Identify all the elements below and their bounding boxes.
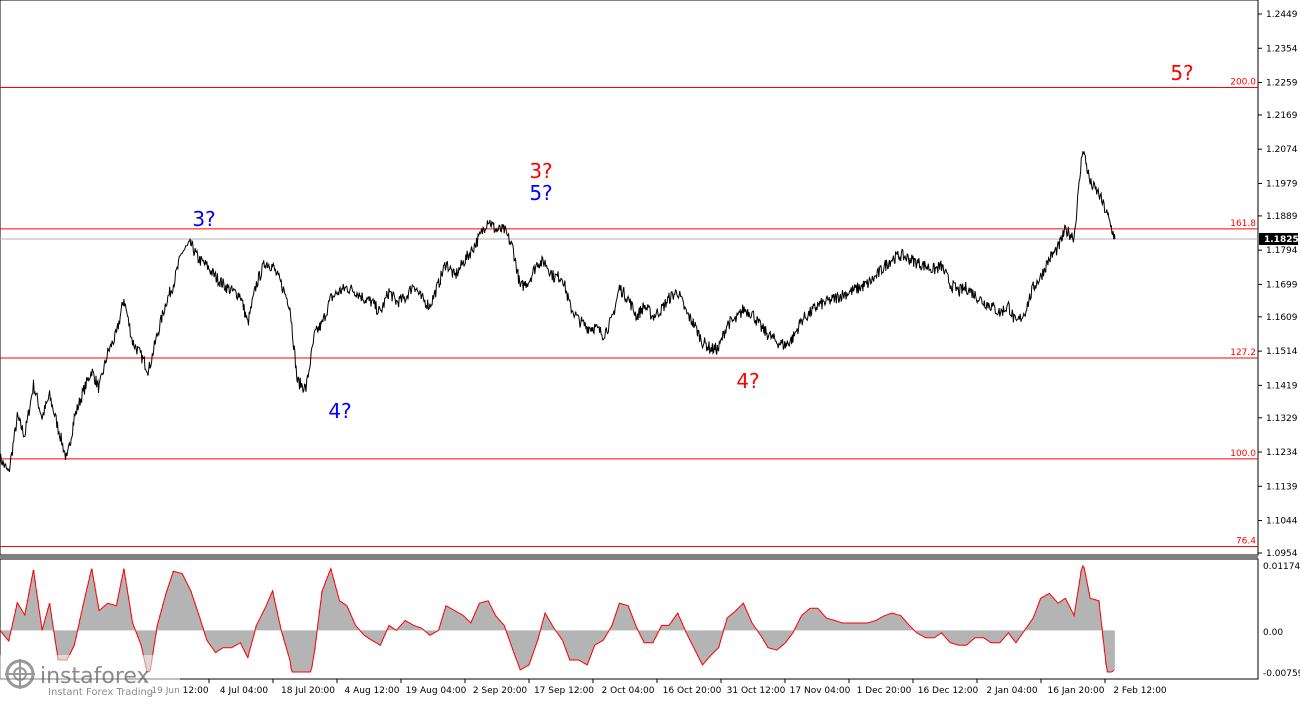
logo-wordmark: instaforex — [40, 664, 150, 689]
price-tick-label: 1.1699 — [1266, 280, 1298, 290]
time-tick-label: 2 Oct 04:00 — [602, 686, 655, 696]
main-panel-frame — [0, 0, 1259, 556]
time-tick-label: 19 Aug 04:00 — [406, 686, 467, 696]
price-tick-label: 1.1044 — [1266, 517, 1298, 527]
price-tick-label: 1.1234 — [1266, 448, 1298, 458]
wave-label: 4? — [328, 399, 351, 423]
current-price-label: 1.1825 — [1264, 235, 1299, 245]
time-tick-label: 19 Jun 12:00 — [151, 686, 208, 696]
time-tick-label: 4 Aug 12:00 — [345, 686, 400, 696]
time-tick-label: 17 Nov 04:00 — [790, 686, 851, 696]
price-line — [0, 150, 1116, 473]
price-tick-label: 1.1609 — [1266, 313, 1298, 323]
logo-tagline: Instant Forex Trading — [48, 687, 153, 698]
price-tick-label: 1.1139 — [1266, 482, 1298, 492]
fib-levels: 200.0 161.8 127.2 100.0 76.4 — [0, 78, 1258, 548]
wave-label: 5? — [529, 181, 552, 205]
wave-label: 3? — [529, 159, 552, 183]
oscillator — [0, 564, 1115, 673]
price-tick-label: 1.1889 — [1266, 212, 1298, 222]
osc-tick-zero: 0.00 — [1263, 628, 1283, 638]
time-tick-label: 16 Oct 20:00 — [663, 686, 722, 696]
time-tick-label: 16 Jan 20:00 — [1048, 686, 1105, 696]
price-tick-label: 1.1419 — [1266, 381, 1298, 391]
fib-level-label: 200.0 — [1230, 78, 1256, 88]
price-tick-label: 1.2449 — [1266, 10, 1298, 20]
price-axis: 1.2449 1.2354 1.2259 1.2169 1.2074 1.1979 1.18… — [1258, 10, 1298, 559]
fib-level-label: 161.8 — [1230, 219, 1256, 229]
time-tick-label: 18 Jul 20:00 — [281, 686, 335, 696]
time-tick-label: 1 Dec 20:00 — [857, 686, 912, 696]
fib-level-label: 100.0 — [1230, 449, 1256, 459]
price-tick-label: 1.2169 — [1266, 111, 1298, 121]
wave-label: 4? — [736, 369, 759, 393]
wave-label: 5? — [1170, 61, 1193, 85]
osc-tick-bottom: -0.00759 — [1263, 669, 1300, 679]
brand-logo: instaforex Instant Forex Trading — [0, 655, 180, 698]
current-price-marker: 1.1825 — [1259, 232, 1299, 245]
time-tick-label: 31 Oct 12:00 — [727, 686, 786, 696]
time-tick-label: 17 Sep 12:00 — [534, 686, 594, 696]
price-tick-label: 1.1329 — [1266, 414, 1298, 424]
time-tick-label: 4 Jul 04:00 — [220, 686, 269, 696]
price-tick-label: 1.2259 — [1266, 79, 1298, 89]
fib-level-label: 76.4 — [1236, 537, 1256, 547]
price-tick-label: 1.1979 — [1266, 179, 1298, 189]
price-series — [0, 150, 1116, 473]
wave-label: 3? — [192, 207, 215, 231]
time-tick-label: 2 Feb 12:00 — [1113, 686, 1167, 696]
time-axis: 19 Jun 12:00 4 Jul 04:00 18 Jul 20:00 4 Aug… — [144, 679, 1167, 696]
price-tick-label: 1.0954 — [1266, 549, 1298, 559]
fib-level-label: 127.2 — [1230, 348, 1256, 358]
price-tick-label: 1.2354 — [1266, 44, 1298, 54]
oscillator-histogram — [0, 566, 1115, 672]
osc-tick-top: 0.01174 — [1263, 562, 1300, 572]
time-tick-label: 2 Jan 04:00 — [986, 686, 1038, 696]
wave-labels: 3?4?5?3?4?5? — [192, 61, 1193, 423]
price-tick-label: 1.1794 — [1266, 246, 1298, 256]
time-tick-label: 16 Dec 12:00 — [918, 686, 979, 696]
oscillator-signal-line — [0, 564, 1115, 673]
time-tick-label: 2 Sep 20:00 — [473, 686, 528, 696]
price-tick-label: 1.2074 — [1266, 145, 1298, 155]
price-tick-label: 1.1514 — [1266, 347, 1298, 357]
